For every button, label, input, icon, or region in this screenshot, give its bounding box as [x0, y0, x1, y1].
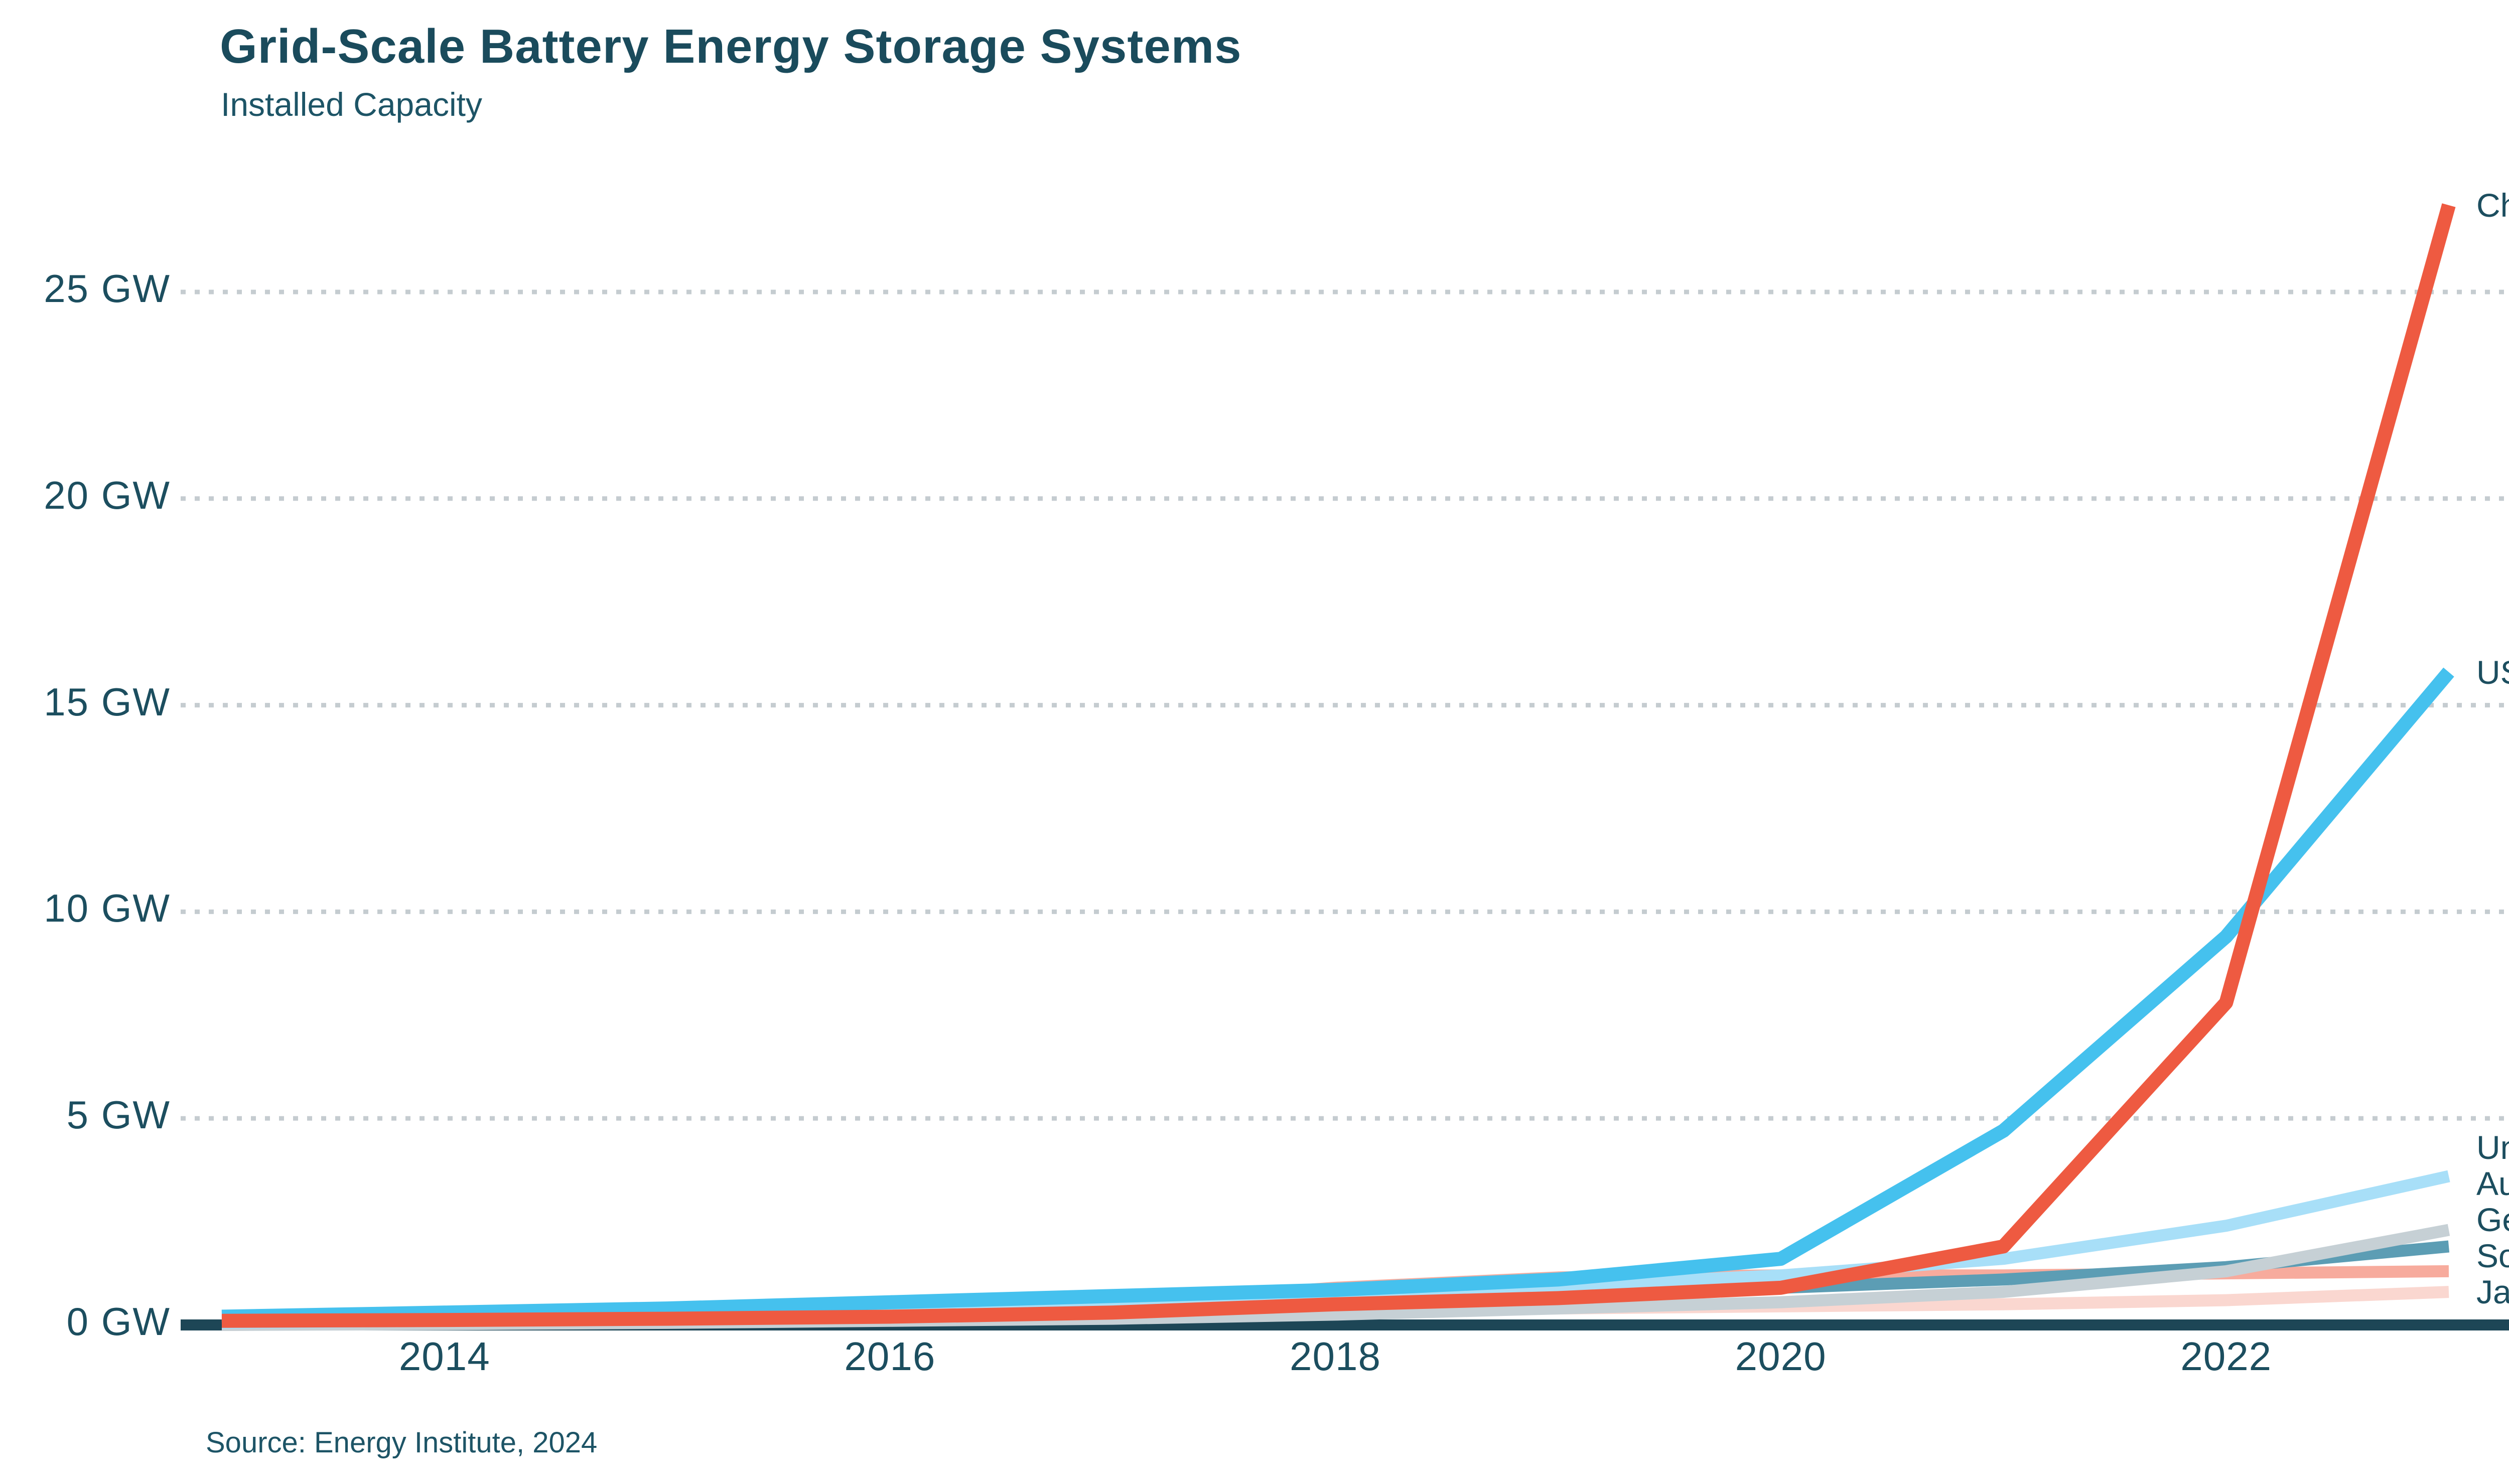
y-axis-label: 10 GW — [44, 886, 171, 931]
y-axis-label: 25 GW — [44, 266, 171, 311]
series-line-china — [221, 203, 2456, 1328]
source-note: Source: Energy Institute, 2024 — [206, 1426, 598, 1459]
series-label-china: China — [2476, 187, 2509, 224]
series-label-united-kingdom: United Kingdom — [2476, 1129, 2509, 1166]
y-axis-label: 20 GW — [44, 473, 171, 517]
y-axis-label: 15 GW — [44, 679, 171, 724]
x-axis-label: 2022 — [2180, 1334, 2272, 1379]
series-label-japan: Japan — [2476, 1273, 2509, 1311]
series-label-south-korea: South Korea — [2476, 1237, 2509, 1275]
y-axis-label: 0 GW — [66, 1299, 171, 1344]
series-label-germany: Germany — [2476, 1201, 2509, 1239]
series-line-usa — [221, 667, 2454, 1324]
series-label-australia: Australia — [2476, 1165, 2509, 1203]
x-axis-label: 2018 — [1290, 1334, 1381, 1379]
chart-subtitle: Installed Capacity — [221, 86, 482, 123]
x-axis-label: 2020 — [1735, 1334, 1827, 1379]
series-label-usa: USA — [2476, 653, 2509, 691]
chart-title: Grid-Scale Battery Energy Storage System… — [220, 20, 1242, 73]
y-axis-label: 5 GW — [66, 1093, 171, 1137]
x-axis-label: 2014 — [398, 1334, 490, 1379]
x-axis-label: 2016 — [844, 1334, 936, 1379]
